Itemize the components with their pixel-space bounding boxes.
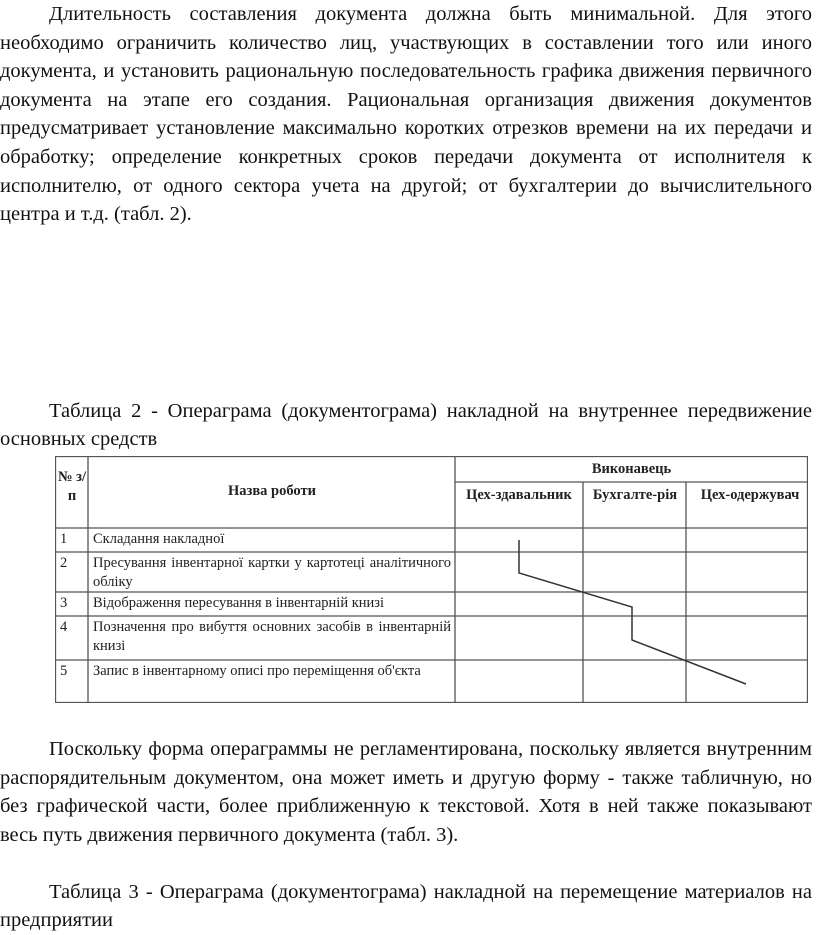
header-name: Назва роботи	[228, 483, 316, 499]
table3-caption: Таблица 3 - Операграма (документограма) …	[0, 881, 812, 931]
table2-caption: Таблица 2 - Операграма (документограма) …	[0, 400, 812, 450]
row-name: Відображення пересування в інвентарній к…	[93, 595, 385, 611]
executor-1: Цех-здавальник	[466, 487, 572, 503]
row-name: Позначення про вибуття основних засобів …	[93, 619, 451, 654]
row-num: 5	[60, 663, 68, 679]
header-num: № з/п	[57, 469, 87, 504]
executor-3: Цех-одержувач	[700, 487, 800, 503]
row-num: 4	[60, 619, 68, 635]
row-name: Запис в інвентарному описі про переміщен…	[93, 663, 421, 679]
document-flow-line	[518, 540, 747, 685]
row-num: 2	[60, 555, 68, 571]
row-name: Складання накладної	[93, 531, 225, 547]
table-grid	[55, 456, 808, 703]
paragraph-2: Поскольку форма операграммы не регламент…	[0, 738, 812, 846]
row-name: Пресування інвентарної картки у картотец…	[93, 555, 451, 590]
row-num: 3	[60, 595, 68, 611]
executor-2: Бухгалте-рія	[592, 487, 678, 503]
header-executor: Виконавець	[591, 461, 672, 477]
paragraph-1: Длительность составления документа должн…	[0, 3, 812, 226]
row-num: 1	[60, 531, 68, 547]
operagram-table: № з/п Назва роботи Виконавець Цех-здавал…	[55, 456, 808, 703]
